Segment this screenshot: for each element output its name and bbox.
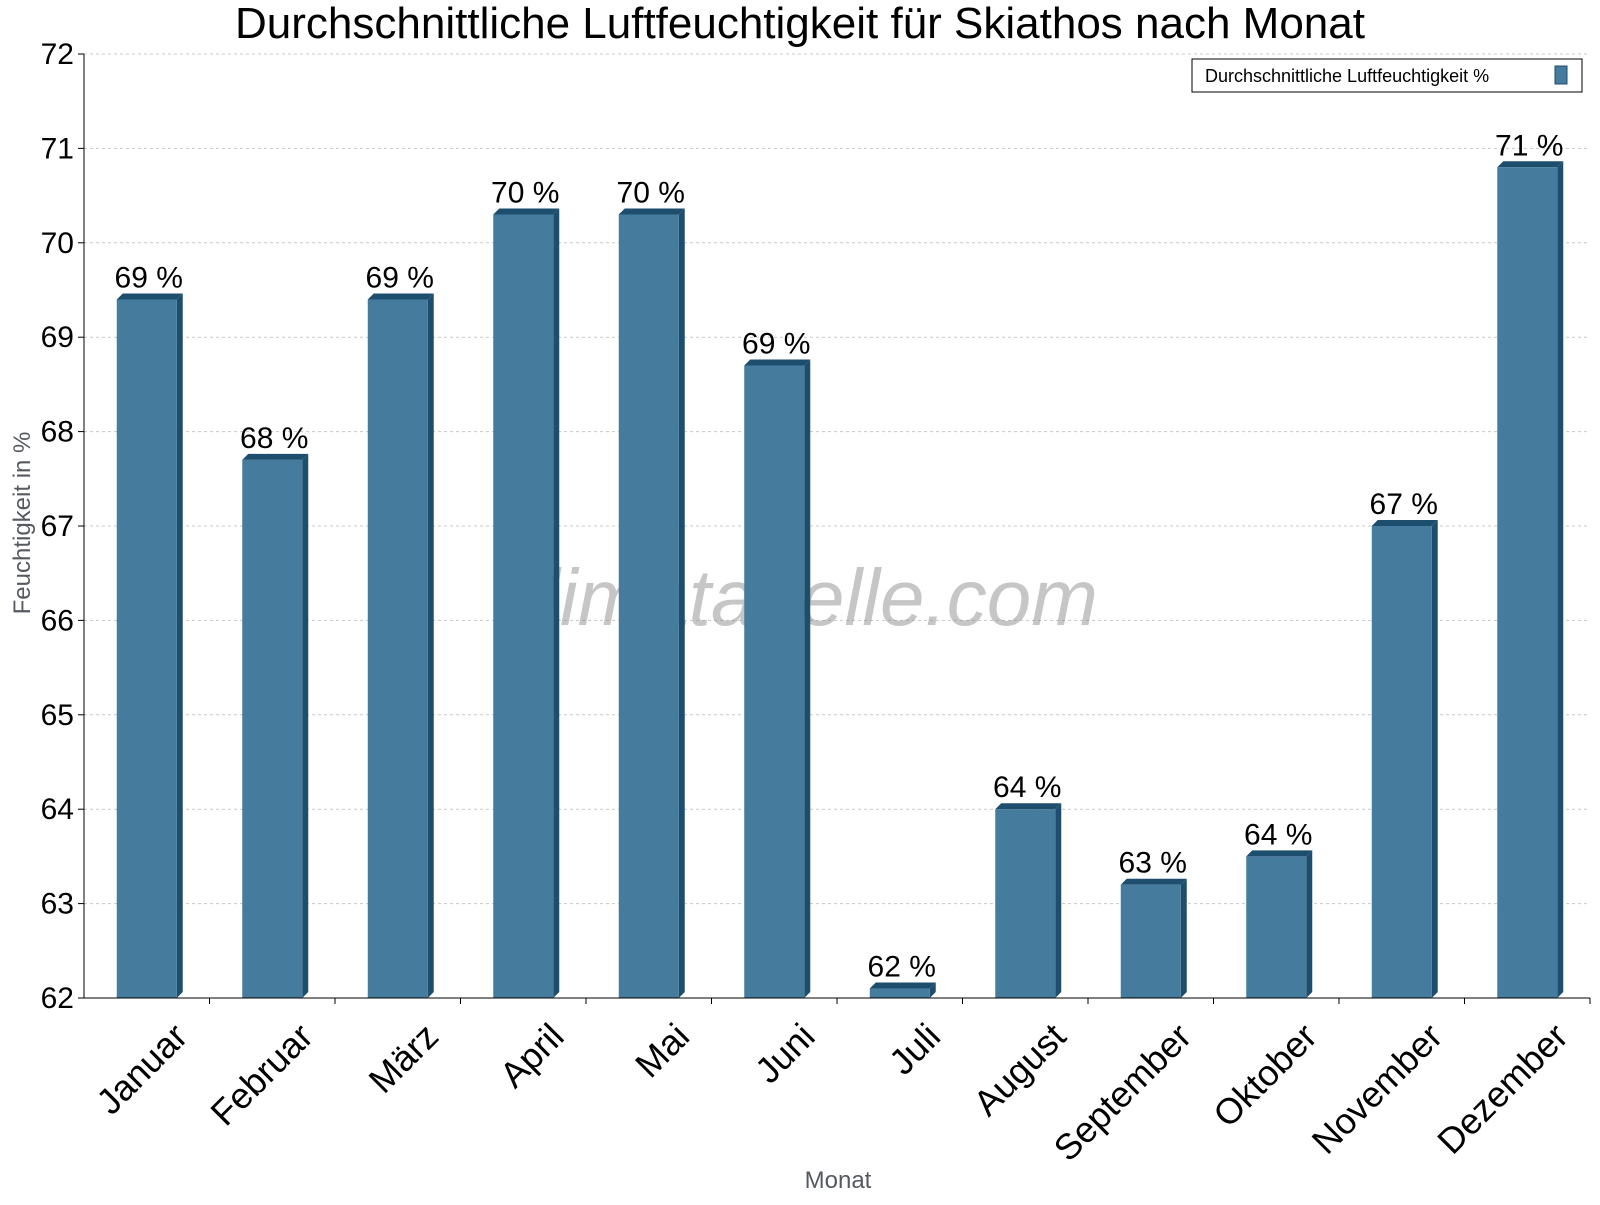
data-labels: 69 % 68 % 69 % 70 % 70 % 69 % 62 % 64 % 63 % 64 %… [115, 129, 1564, 983]
bar [493, 214, 554, 999]
bar-side [302, 453, 309, 998]
bar [367, 299, 428, 998]
data-label: 71 % [1495, 129, 1563, 162]
y-tick-label: 62 [41, 982, 74, 1015]
bar-side [1557, 161, 1564, 998]
bar [995, 809, 1056, 998]
bar-side [176, 293, 183, 998]
y-tick-label: 66 [41, 604, 74, 637]
y-tick-label: 67 [41, 510, 74, 543]
bar [618, 214, 679, 999]
bar-top [869, 982, 936, 989]
bar [744, 365, 805, 998]
x-tick-labels: Januar Februar März April Mai Juni Juli AugustS… [88, 1015, 1575, 1169]
x-tick-label: Mai [627, 1015, 697, 1085]
bars [116, 161, 1564, 999]
bar [116, 299, 177, 998]
legend-box [1191, 58, 1583, 93]
x-tick-label: April [492, 1015, 572, 1095]
x-axis-label: Monat [805, 1167, 872, 1194]
x-tick-label: September [1046, 1015, 1200, 1169]
bar-side [427, 293, 434, 998]
bar-side [1306, 850, 1313, 998]
data-label: 63 % [1119, 847, 1187, 880]
bar-side [1180, 878, 1187, 998]
chart-title: Durchschnittliche Luftfeuchtigkeit für S… [235, 0, 1365, 48]
y-tick-label: 64 [41, 793, 74, 826]
x-tick-label: Oktober [1205, 1015, 1325, 1135]
bar [242, 459, 303, 998]
bar-side [929, 982, 936, 998]
bar [1371, 526, 1432, 998]
y-tick-label: 70 [41, 227, 74, 260]
data-label: 70 % [491, 176, 559, 209]
x-tick-label: März [361, 1015, 447, 1101]
data-label: 64 % [993, 771, 1061, 804]
y-tick-label: 63 [41, 888, 74, 921]
data-label: 69 % [115, 261, 183, 294]
bar-top [744, 359, 811, 366]
bar-top [618, 208, 685, 215]
bar-top [367, 293, 434, 300]
y-tick-label: 72 [41, 38, 74, 71]
axes [78, 53, 1591, 1004]
data-label: 67 % [1370, 488, 1438, 521]
bar-side [1431, 520, 1438, 998]
bar [869, 988, 930, 998]
y-tick-label: 65 [41, 699, 74, 732]
legend-label: Durchschnittliche Luftfeuchtigkeit % [1205, 66, 1489, 86]
bar [1120, 884, 1181, 998]
legend: Durchschnittliche Luftfeuchtigkeit % [1191, 58, 1583, 93]
x-tick-label: Dezember [1429, 1015, 1575, 1161]
x-tick-label: Februar [202, 1015, 320, 1133]
bar-top [1371, 520, 1438, 526]
bar-side [1055, 803, 1062, 998]
bar-top [1246, 850, 1313, 857]
data-label: 69 % [366, 261, 434, 294]
y-axis-label: Feuchtigkeit in % [9, 432, 36, 615]
data-label: 69 % [742, 328, 810, 361]
bar-top [995, 803, 1062, 810]
x-tick-label: Januar [88, 1015, 195, 1122]
y-tick-label: 69 [41, 321, 74, 354]
grid-lines [84, 53, 1590, 905]
bar-side [804, 359, 811, 998]
bar-side [553, 208, 560, 999]
y-tick-labels: 62 63 64 65 66 67 68 69 70 71 72 [41, 38, 74, 1015]
data-label: 64 % [1244, 818, 1312, 851]
bar-top [116, 293, 183, 300]
bar-side [678, 208, 685, 999]
data-label: 62 % [868, 951, 936, 984]
data-label: 68 % [240, 422, 308, 455]
bar [1246, 856, 1307, 998]
bar-top [1120, 878, 1187, 885]
legend-swatch [1554, 65, 1568, 85]
data-label: 70 % [617, 176, 685, 209]
x-tick-label: August [965, 1015, 1073, 1123]
bar-top [493, 208, 560, 215]
x-tick-label: November [1304, 1015, 1450, 1161]
y-tick-label: 71 [41, 132, 74, 165]
y-tick-label: 68 [41, 416, 74, 449]
x-tick-label: Juni [747, 1015, 823, 1091]
bar-top [1497, 161, 1564, 168]
bar-top [242, 453, 309, 460]
x-tick-label: Juli [881, 1015, 948, 1082]
bar [1497, 167, 1558, 998]
